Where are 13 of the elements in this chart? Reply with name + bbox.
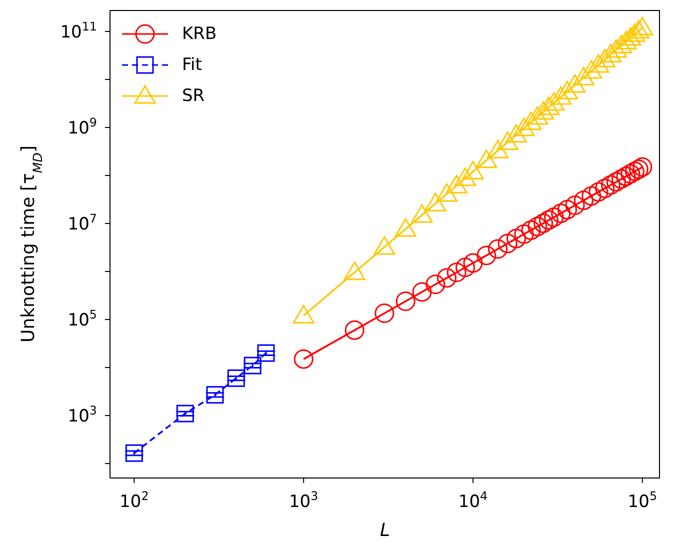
legend-label: KRB xyxy=(182,24,217,44)
x-tick-label: 10$^{2}$ xyxy=(120,489,149,512)
x-tick-label: 10$^{3}$ xyxy=(288,489,318,512)
x-tick-label: 10$^{5}$ xyxy=(628,489,658,512)
y-tick-label: 10$^{5}$ xyxy=(68,308,97,331)
y-tick-label: 10$^{9}$ xyxy=(68,115,97,138)
x-axis-title: L xyxy=(380,520,390,541)
y-tick-label: 10$^{3}$ xyxy=(68,404,97,427)
legend-label: Fit xyxy=(182,54,202,74)
legend-label: SR xyxy=(182,86,205,106)
y-tick-label: 10$^{11}$ xyxy=(60,19,97,42)
x-tick-label: 10$^{4}$ xyxy=(458,489,488,512)
y-tick-label: 10$^{7}$ xyxy=(68,212,97,235)
